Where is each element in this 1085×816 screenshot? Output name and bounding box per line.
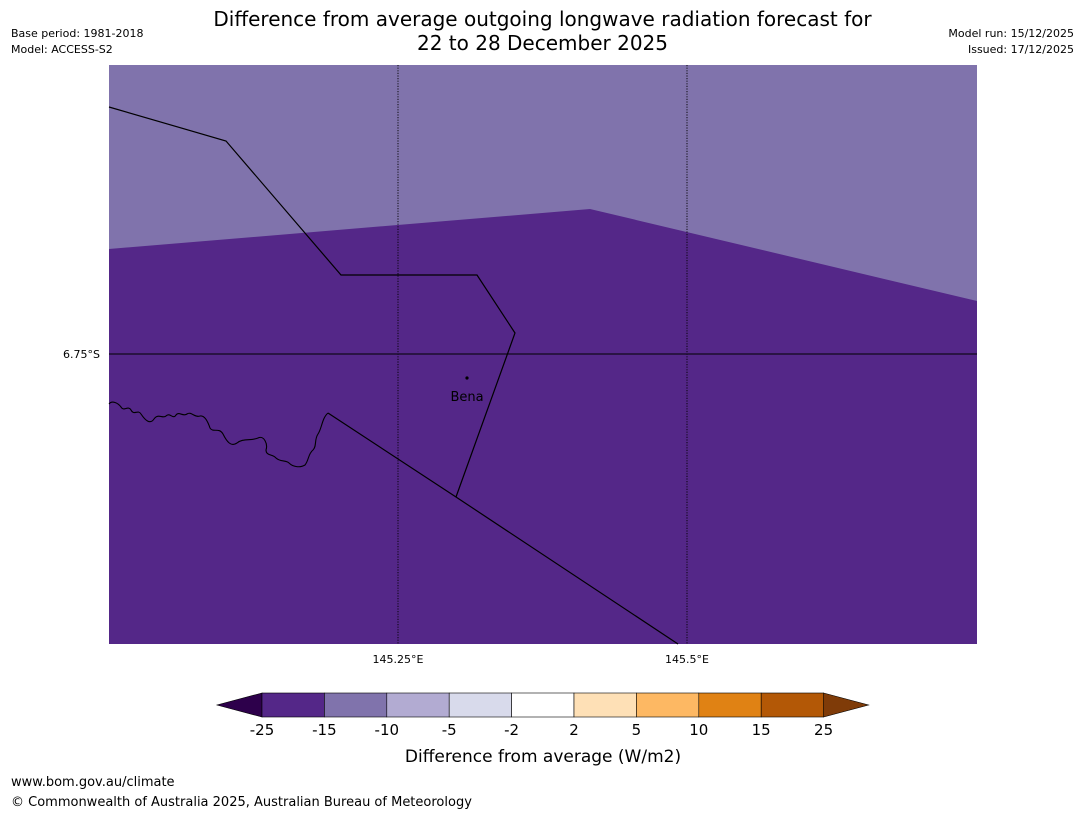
colorbar-segment [261,692,325,718]
colorbar-tick-label: 25 [814,721,833,739]
page-title: Difference from average outgoing longwav… [0,7,1085,55]
colorbar-tick-label: 15 [752,721,771,739]
colorbar-segment [698,692,762,718]
colorbar-tick-label: 10 [689,721,708,739]
latitude-label: 6.75°S [63,348,100,361]
colorbar-segment [386,692,450,718]
colorbar-tick-label: -10 [375,721,400,739]
colorbar: -25 -15 -10 -5 -2 2 5 10 15 25 [215,692,870,739]
footer-copyright: © Commonwealth of Australia 2025, Austra… [11,795,472,810]
colorbar-tick-label: 5 [632,721,642,739]
colorbar-tick-label: -25 [250,721,275,739]
colorbar-segment [324,692,388,718]
footer-url: www.bom.gov.au/climate [11,775,175,790]
base-period-text: Base period: 1981-2018 [11,27,144,40]
title-line-1: Difference from average outgoing longwav… [213,7,872,31]
coastline-river [108,401,329,468]
meta-left: Base period: 1981-2018 Model: ACCESS-S2 [11,26,143,58]
colorbar-tick-label: -2 [504,721,519,739]
map-lower-region [109,209,977,644]
colorbar-segment [760,692,824,718]
issued-text: Issued: 17/12/2025 [967,43,1074,56]
model-text: Model: ACCESS-S2 [11,43,113,56]
place-label: Bena [450,390,483,405]
title-line-2: 22 to 28 December 2025 [416,31,668,55]
colorbar-tick-label: -5 [442,721,457,739]
province-boundary [327,412,679,645]
colorbar-tick-label: 2 [569,721,579,739]
colorbar-segment [511,692,575,718]
province-boundary [108,106,516,498]
colorbar-segment [573,692,637,718]
model-run-text: Model run: 15/12/2025 [948,27,1074,40]
colorbar-segment [636,692,700,718]
colorbar-segment [448,692,512,718]
longitude-label: 145.25°E [373,653,424,666]
colorbar-over-arrow [823,692,870,718]
colorbar-tick-label: -15 [312,721,337,739]
meta-right: Model run: 15/12/2025 Issued: 17/12/2025 [948,26,1074,58]
colorbar-under-arrow [215,692,263,718]
place-marker [465,376,469,380]
colorbar-label: Difference from average (W/m2) [405,747,681,767]
longitude-label: 145.5°E [665,653,709,666]
